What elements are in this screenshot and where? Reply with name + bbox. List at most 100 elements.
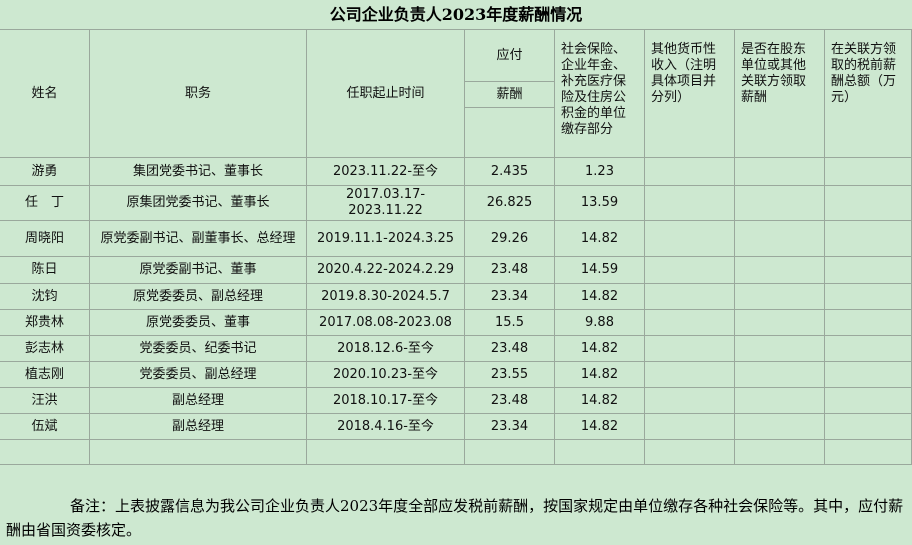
header-cell: 在关联方领取的税前薪酬总额（万元） xyxy=(825,30,912,158)
table-cell: 植志刚 xyxy=(0,362,90,388)
table-cell: 23.55 xyxy=(465,362,555,388)
empty-cell xyxy=(735,257,825,284)
empty-cell xyxy=(645,284,735,310)
table-cell: 周晓阳 xyxy=(0,221,90,257)
header-cell: 任职起止时间 xyxy=(307,30,465,158)
table-cell: 原集团党委书记、董事长 xyxy=(90,186,307,221)
table-cell: 原党委副书记、董事 xyxy=(90,257,307,284)
table-cell: 游勇 xyxy=(0,158,90,186)
table-cell: 沈钧 xyxy=(0,284,90,310)
table-cell: 2.435 xyxy=(465,158,555,186)
empty-cell xyxy=(825,362,912,388)
empty-cell xyxy=(825,388,912,414)
table-cell: 2019.11.1-2024.3.25 xyxy=(307,221,465,257)
table-cell: 23.48 xyxy=(465,257,555,284)
table-cell: 14.82 xyxy=(555,362,645,388)
empty-cell xyxy=(735,414,825,440)
table-cell: 2017.03.17-2023.11.22 xyxy=(307,186,465,221)
table-cell: 彭志林 xyxy=(0,336,90,362)
table-cell: 23.48 xyxy=(465,336,555,362)
empty-cell xyxy=(825,158,912,186)
table-cell: 陈日 xyxy=(0,257,90,284)
table-cell: 26.825 xyxy=(465,186,555,221)
empty-cell xyxy=(735,158,825,186)
empty-cell xyxy=(645,221,735,257)
table-cell: 2020.4.22-2024.2.29 xyxy=(307,257,465,284)
empty-cell xyxy=(825,336,912,362)
empty-cell xyxy=(735,310,825,336)
table-cell: 集团党委书记、董事长 xyxy=(90,158,307,186)
table-cell: 1.23 xyxy=(555,158,645,186)
empty-cell xyxy=(555,440,645,465)
table-cell: 15.5 xyxy=(465,310,555,336)
table-cell: 任 丁 xyxy=(0,186,90,221)
table-cell: 2023.11.22-至今 xyxy=(307,158,465,186)
empty-cell xyxy=(307,440,465,465)
empty-cell xyxy=(825,414,912,440)
empty-cell xyxy=(645,362,735,388)
empty-cell xyxy=(735,388,825,414)
table-cell: 副总经理 xyxy=(90,388,307,414)
empty-cell xyxy=(825,221,912,257)
empty-cell xyxy=(825,284,912,310)
empty-cell xyxy=(735,362,825,388)
empty-cell xyxy=(735,440,825,465)
table-cell: 14.82 xyxy=(555,221,645,257)
header-cell: 应付 xyxy=(465,30,555,82)
empty-cell xyxy=(645,388,735,414)
empty-cell xyxy=(645,336,735,362)
table-cell: 14.82 xyxy=(555,284,645,310)
table-cell: 2019.8.30-2024.5.7 xyxy=(307,284,465,310)
table-cell: 党委委员、纪委书记 xyxy=(90,336,307,362)
empty-cell xyxy=(735,186,825,221)
header-cell: 姓名 xyxy=(0,30,90,158)
header-cell: 其他货币性收入（注明具体项目并分列） xyxy=(645,30,735,158)
table-cell: 14.82 xyxy=(555,414,645,440)
empty-cell xyxy=(645,158,735,186)
table-cell: 9.88 xyxy=(555,310,645,336)
table-cell: 23.34 xyxy=(465,284,555,310)
header-cell: 薪酬 xyxy=(465,82,555,108)
table-cell: 14.59 xyxy=(555,257,645,284)
table-cell: 14.82 xyxy=(555,388,645,414)
table-cell: 2018.10.17-至今 xyxy=(307,388,465,414)
table-cell: 汪洪 xyxy=(0,388,90,414)
header-cell: 是否在股东单位或其他关联方领取薪酬 xyxy=(735,30,825,158)
empty-cell xyxy=(825,310,912,336)
title: 公司企业负责人2023年度薪酬情况 xyxy=(0,0,912,30)
empty-cell xyxy=(735,336,825,362)
empty-cell xyxy=(825,257,912,284)
table-cell: 2020.10.23-至今 xyxy=(307,362,465,388)
table-cell: 14.82 xyxy=(555,336,645,362)
empty-cell xyxy=(645,310,735,336)
table-cell: 郑贵林 xyxy=(0,310,90,336)
header-cell: 职务 xyxy=(90,30,307,158)
empty-cell xyxy=(825,440,912,465)
empty-cell xyxy=(90,440,307,465)
table-cell: 2017.08.08-2023.08 xyxy=(307,310,465,336)
empty-cell xyxy=(825,186,912,221)
table-cell: 原党委委员、副总经理 xyxy=(90,284,307,310)
table-cell: 党委委员、副总经理 xyxy=(90,362,307,388)
table-cell: 2018.4.16-至今 xyxy=(307,414,465,440)
table-cell: 13.59 xyxy=(555,186,645,221)
empty-cell xyxy=(645,414,735,440)
note: 备注：上表披露信息为我公司企业负责人2023年度全部应发税前薪酬，按国家规定由单… xyxy=(6,497,904,539)
empty-cell xyxy=(465,440,555,465)
empty-cell xyxy=(0,440,90,465)
table-cell: 原党委委员、董事 xyxy=(90,310,307,336)
header-cell xyxy=(465,108,555,158)
header-cell: 社会保险、企业年金、补充医疗保险及住房公积金的单位缴存部分 xyxy=(555,30,645,158)
table-cell: 2018.12.6-至今 xyxy=(307,336,465,362)
empty-cell xyxy=(645,186,735,221)
empty-cell xyxy=(735,221,825,257)
table-cell: 原党委副书记、副董事长、总经理 xyxy=(90,221,307,257)
table-cell: 29.26 xyxy=(465,221,555,257)
table-cell: 伍斌 xyxy=(0,414,90,440)
empty-cell xyxy=(645,257,735,284)
table-cell: 23.48 xyxy=(465,388,555,414)
table-cell: 副总经理 xyxy=(90,414,307,440)
empty-cell xyxy=(735,284,825,310)
empty-cell xyxy=(645,440,735,465)
